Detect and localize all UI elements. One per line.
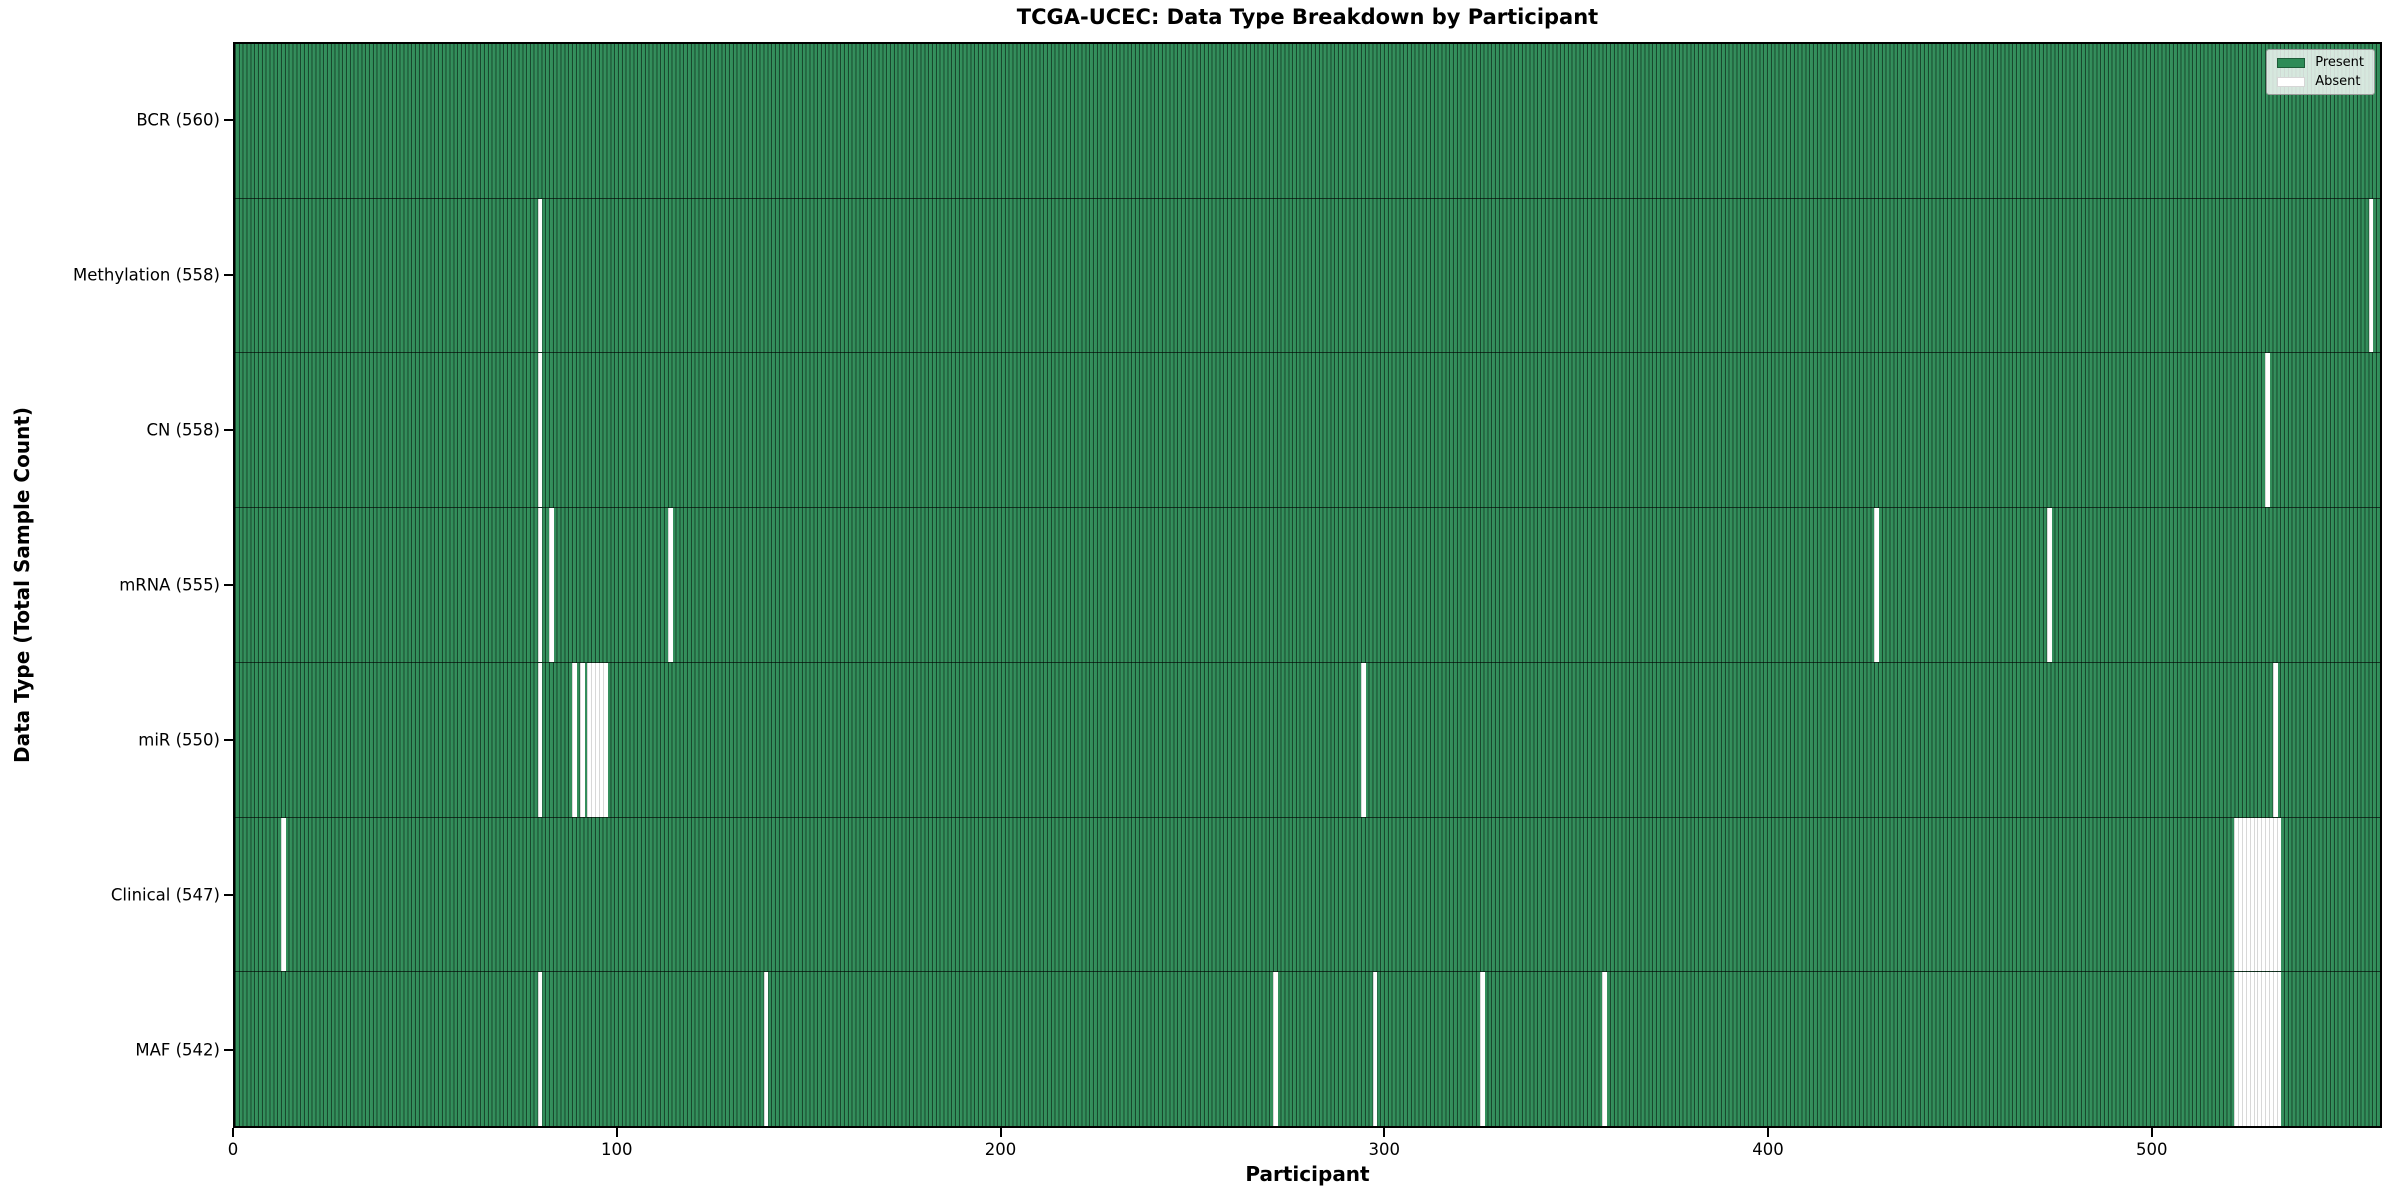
absent-bar	[2253, 817, 2259, 972]
y-tick-mark	[224, 739, 233, 742]
legend: Present Absent	[2266, 49, 2375, 95]
x-tick-mark	[999, 1128, 1002, 1137]
x-tick-mark	[615, 1128, 618, 1137]
absent-bar	[1874, 508, 1880, 662]
absent-bar	[549, 508, 554, 662]
y-tick-label-clinical: Clinical (547)	[110, 885, 220, 905]
absent-bar	[587, 662, 593, 817]
absent-bar	[2242, 972, 2247, 1127]
absent-bar	[2276, 972, 2282, 1127]
absent-bar	[2238, 817, 2244, 972]
x-axis-label: Participant	[1245, 1162, 1370, 1186]
x-tick-label-400: 400	[1752, 1140, 1784, 1159]
y-axis: BCR (560) Methylation (558) CN (558) mRNA (…	[0, 42, 233, 1128]
absent-bar	[2272, 972, 2278, 1127]
row-methylation	[235, 197, 2380, 353]
absent-bar	[537, 662, 543, 817]
y-tick-label-maf: MAF (542)	[135, 1040, 220, 1060]
absent-bar	[2238, 972, 2244, 1127]
rows-container	[235, 44, 2380, 1127]
x-tick-mark	[1383, 1128, 1386, 1137]
absent-bar	[667, 508, 673, 662]
absent-bar	[2242, 817, 2247, 972]
y-tick-label-mrna: mRNA (555)	[119, 575, 220, 595]
absent-bar	[598, 662, 604, 817]
absent-bar	[2234, 972, 2240, 1127]
absent-bar	[2245, 817, 2251, 972]
legend-item-present: Present	[2277, 56, 2364, 69]
row-clinical	[235, 816, 2380, 972]
x-tick-label-0: 0	[227, 1140, 239, 1159]
row-bcr	[235, 44, 2380, 198]
legend-present-label: Present	[2315, 55, 2364, 70]
y-tick-mark	[224, 118, 233, 121]
absent-bar	[591, 662, 597, 817]
absent-bar	[2257, 817, 2263, 972]
absent-bar	[1372, 972, 1378, 1127]
row-mrna	[235, 507, 2380, 662]
absent-bar	[572, 662, 577, 817]
y-tick-mark	[224, 1049, 233, 1052]
absent-bar	[2253, 972, 2259, 1127]
absent-bar	[2265, 972, 2270, 1127]
absent-bar	[537, 972, 543, 1127]
present-swatch-icon	[2277, 57, 2306, 68]
absent-bar	[763, 972, 769, 1127]
absent-bar	[2261, 817, 2267, 972]
absent-bar	[1479, 972, 1485, 1127]
y-tick-mark	[224, 894, 233, 897]
x-tick-label-300: 300	[1368, 1140, 1401, 1159]
x-tick-mark	[1767, 1128, 1769, 1137]
x-tick-label-100: 100	[601, 1140, 633, 1159]
absent-bar	[602, 662, 608, 817]
y-tick-mark	[224, 428, 233, 431]
absent-bar	[2276, 817, 2282, 972]
legend-item-absent: Absent	[2277, 75, 2364, 88]
row-cn	[235, 352, 2380, 508]
legend-absent-label: Absent	[2315, 74, 2361, 89]
plot-area: Present Absent	[233, 42, 2382, 1128]
absent-bar	[537, 198, 543, 353]
absent-bar	[2272, 662, 2278, 817]
absent-bar	[1273, 972, 1278, 1127]
absent-bar	[1602, 972, 1608, 1127]
absent-bar	[537, 508, 543, 662]
absent-bar	[2257, 972, 2263, 1127]
y-tick-label-bcr: BCR (560)	[136, 110, 220, 130]
absent-bar	[2268, 817, 2274, 972]
absent-bar	[2261, 972, 2267, 1127]
absent-bar	[2245, 972, 2251, 1127]
row-mir	[235, 661, 2380, 817]
absent-bar	[2265, 817, 2270, 972]
absent-bar	[2046, 508, 2052, 662]
y-tick-label-methylation: Methylation (558)	[73, 265, 220, 285]
x-axis: 0 100 200 300 400 500	[228, 1128, 2382, 1170]
absent-bar	[2249, 817, 2255, 972]
absent-bar	[2265, 353, 2270, 508]
absent-swatch-icon	[2277, 76, 2306, 87]
x-tick-mark	[232, 1128, 234, 1137]
y-tick-mark	[224, 584, 233, 586]
x-tick-mark	[2150, 1128, 2153, 1137]
y-tick-mark	[224, 273, 233, 276]
absent-bar	[2268, 972, 2274, 1127]
absent-bar	[2272, 817, 2278, 972]
absent-bar	[2249, 972, 2255, 1127]
absent-bar	[537, 353, 543, 508]
absent-bar	[280, 817, 286, 972]
y-tick-label-cn: CN (558)	[146, 420, 220, 440]
y-tick-label-mir: miR (550)	[138, 730, 220, 750]
x-tick-label-200: 200	[984, 1140, 1017, 1159]
x-tick-label-500: 500	[2136, 1140, 2168, 1159]
absent-bar	[2234, 817, 2240, 972]
chart-title: TCGA-UCEC: Data Type Breakdown by Partic…	[1016, 5, 1599, 29]
row-maf	[235, 971, 2380, 1127]
absent-bar	[595, 662, 600, 817]
absent-bar	[579, 662, 585, 817]
absent-bar	[2368, 198, 2374, 353]
absent-bar	[1361, 662, 1366, 817]
